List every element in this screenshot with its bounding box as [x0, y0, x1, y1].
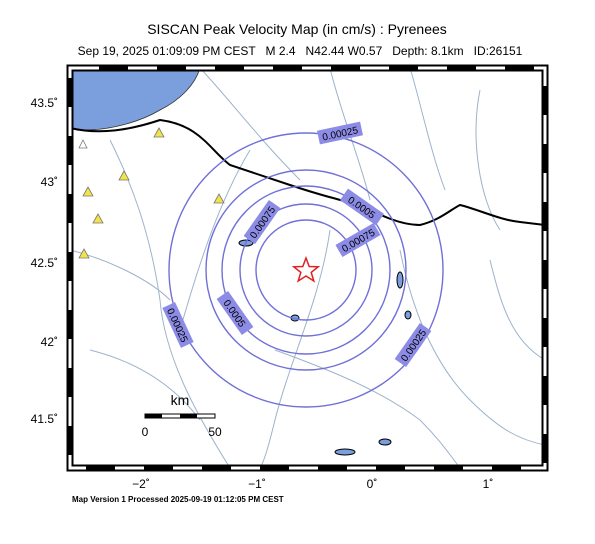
contour-label-box — [317, 121, 363, 145]
lakes — [238, 239, 412, 456]
y-tick-label: 42.5˚ — [31, 256, 58, 270]
x-tick-label: 1˚ — [483, 477, 494, 491]
sea — [69, 67, 201, 131]
scale-unit: km — [171, 392, 190, 408]
contour-label-box — [243, 199, 281, 245]
contour-label-box — [339, 188, 385, 226]
stations — [78, 127, 225, 259]
x-tick-label: −1˚ — [248, 477, 266, 491]
contour-label-box — [394, 322, 432, 368]
scale-bar: km 0 50 — [142, 392, 222, 439]
subtitle: Sep 19, 2025 01:09:09 PM CEST M 2.4 N42.… — [78, 44, 523, 58]
contour-label-box — [162, 302, 194, 348]
contour-label-box — [335, 222, 381, 258]
scale-label: 0 — [142, 425, 149, 439]
x-tick-label: 0˚ — [367, 477, 378, 491]
footer: Map Version 1 Processed 2025-09-19 01:12… — [72, 495, 284, 504]
map-area: 0.000250.00050.000750.000750.00050.00025… — [66, 64, 549, 472]
title: SISCAN Peak Velocity Map (in cm/s) : Pyr… — [147, 21, 447, 37]
rivers — [69, 67, 546, 469]
contour-label-box — [216, 290, 254, 336]
epicenter — [291, 255, 321, 283]
x-tick-label: −2˚ — [132, 477, 150, 491]
scale-label: 50 — [208, 425, 222, 439]
y-tick-label: 43.5˚ — [31, 96, 58, 110]
y-tick-label: 43˚ — [41, 175, 58, 189]
y-axis: 43.5˚ 43˚ 42.5˚ 42˚ 41.5˚ — [31, 96, 58, 426]
contour-rings — [168, 132, 444, 408]
x-axis: −2˚ −1˚ 0˚ 1˚ — [132, 477, 493, 491]
frame-ticks — [68, 66, 547, 470]
map-background — [70, 68, 545, 468]
y-tick-label: 42˚ — [41, 335, 58, 349]
y-tick-label: 41.5˚ — [31, 412, 58, 426]
border — [69, 118, 546, 227]
